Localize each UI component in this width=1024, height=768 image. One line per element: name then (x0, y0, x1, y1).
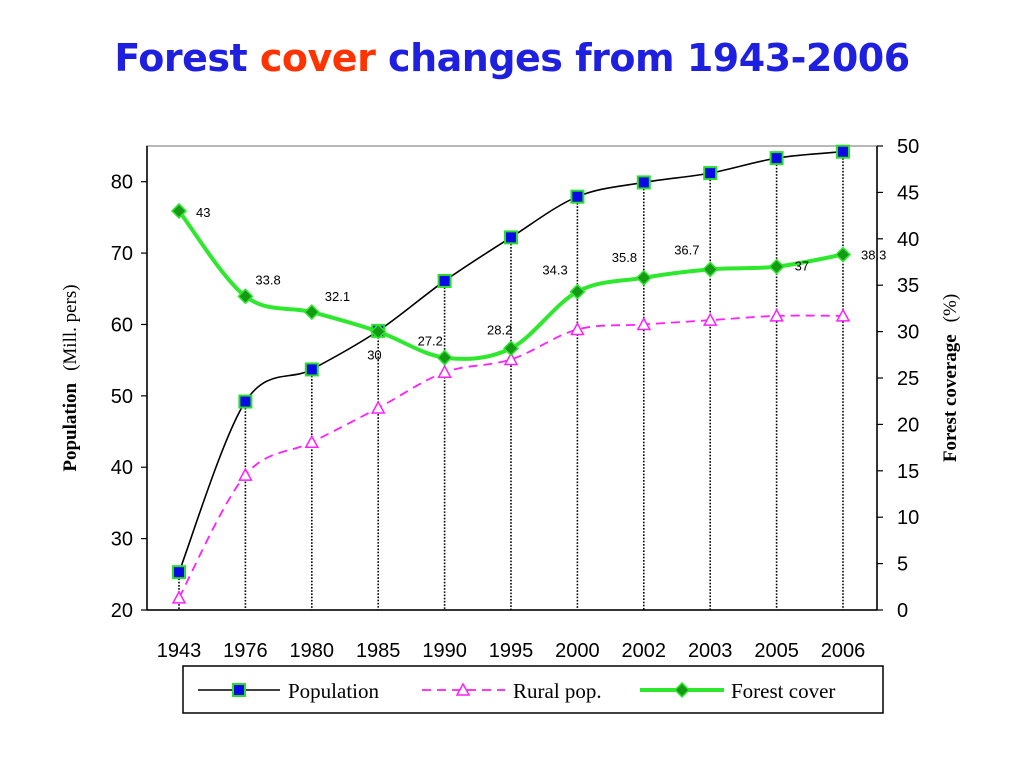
legend-box (182, 665, 884, 714)
population-marker (703, 166, 718, 181)
left-tick-label: 20 (111, 600, 133, 622)
population-marker (570, 189, 585, 204)
left-tick-label: 70 (111, 243, 133, 265)
series-layer (170, 144, 852, 604)
forest-cover-marker (436, 349, 453, 366)
forest-cover-marker (303, 304, 320, 321)
rural-pop-marker (304, 434, 320, 448)
population-marker (836, 144, 850, 159)
x-tick-label: 2006 (821, 640, 866, 662)
x-tick-label: 1976 (223, 640, 268, 662)
x-tick-label: 2000 (555, 640, 600, 662)
population-marker (238, 394, 253, 409)
plot-area (146, 145, 878, 611)
forest-cover-data-label: 34.3 (542, 263, 567, 278)
rural-pop-marker (570, 321, 585, 336)
legend-symbol-forest-marker (673, 681, 691, 699)
right-tick-label: 10 (897, 507, 919, 529)
right-tick-label: 15 (897, 461, 919, 483)
right-axis-title-main: Forest coverage (940, 334, 961, 462)
left-tick-label: 40 (111, 457, 133, 479)
right-tick-label: 50 (897, 136, 919, 158)
rural-pop-marker (769, 308, 784, 322)
forest-cover-marker (702, 261, 719, 278)
forest-cover-marker (237, 288, 254, 305)
title-part-1: Forest (114, 36, 260, 80)
forest-cover-data-label: 36.7 (674, 242, 699, 257)
axes: 20 30 40 50 60 70 80 0 5 10 15 20 25 30 35 40 45 50 1943 19… (111, 136, 920, 662)
rural-pop-line (178, 314, 844, 599)
forest-cover-marker (768, 258, 785, 275)
left-axis-title-unit: (Mill. pers) (60, 284, 81, 371)
legend-symbol-population-marker (232, 683, 246, 697)
left-tick-label: 30 (111, 529, 133, 551)
title-part-3: changes from 1943-2006 (375, 36, 910, 80)
population-marker (504, 230, 518, 245)
rural-pop-marker (370, 400, 386, 414)
left-tick-label: 60 (111, 314, 133, 336)
population-marker (437, 273, 452, 288)
x-tick-label: 1980 (290, 640, 335, 662)
legend-label-population: Population (288, 679, 380, 703)
left-axis-title-main: Population (60, 383, 81, 472)
x-tick-label: 1943 (157, 640, 202, 662)
forest-cover-data-label: 35.8 (612, 250, 637, 265)
forest-cover-data-label: 38.3 (861, 248, 886, 263)
x-tick-label: 1985 (356, 640, 401, 662)
population-marker (304, 362, 319, 377)
population-marker (769, 151, 784, 166)
right-tick-label: 35 (897, 275, 919, 297)
forest-cover-data-label: 32.1 (325, 289, 350, 304)
forest-cover-marker (370, 323, 387, 340)
legend-symbol-rural-marker (455, 682, 471, 696)
forest-cover-data-label: 33.8 (255, 272, 280, 287)
forest-cover-marker (834, 246, 852, 263)
drop-lines (178, 151, 844, 610)
rural-pop-marker (636, 316, 652, 331)
forest-cover-marker (635, 269, 652, 286)
rural-pop-marker (171, 590, 187, 604)
x-tick-label: 2002 (622, 640, 667, 662)
title-highlight: cover (259, 36, 376, 80)
legend-items (198, 681, 724, 699)
forest-cover-data-label: 37 (795, 259, 809, 274)
rural-pop-marker (835, 308, 851, 322)
right-axis-title: Forest coverage (%) (940, 294, 961, 462)
right-tick-label: 20 (897, 414, 919, 436)
data-labels: 43 33.8 32.1 30 27.2 28.2 34.3 35.8 36.7 37 38.3 (196, 205, 886, 363)
population-line (178, 150, 844, 573)
x-tick-label: 2003 (688, 640, 733, 662)
left-tick-label: 80 (111, 172, 133, 194)
forest-cover-data-label: 28.2 (487, 322, 512, 337)
left-axis-title: Population (Mill. pers) (60, 284, 81, 471)
right-tick-label: 25 (897, 368, 919, 390)
forest-cover-marker (502, 340, 520, 357)
forest-cover-data-label: 43 (196, 205, 210, 220)
legend: Population Rural pop. Forest cover (182, 665, 884, 714)
legend-label-rural: Rural pop. (513, 679, 602, 703)
x-tick-label: 1990 (422, 640, 467, 662)
rural-pop-marker (702, 312, 718, 326)
x-tick-label: 1995 (489, 640, 534, 662)
forest-cover-marker (170, 202, 188, 220)
forest-cover-data-label: 27.2 (418, 334, 443, 349)
right-tick-label: 30 (897, 322, 919, 344)
population-marker (636, 175, 651, 190)
right-tick-label: 0 (897, 600, 908, 622)
right-tick-label: 45 (897, 182, 919, 204)
forest-cover-data-label: 30 (367, 348, 381, 363)
rural-pop-marker (503, 351, 519, 366)
right-tick-label: 40 (897, 229, 919, 251)
rural-pop-marker (437, 364, 452, 379)
forest-cover-marker (569, 283, 586, 300)
population-marker (172, 565, 186, 580)
right-axis-title-unit: (%) (940, 294, 961, 322)
rural-pop-marker (238, 467, 253, 481)
legend-label-forest: Forest cover (731, 679, 835, 703)
slide-title: Forest cover changes from 1943-2006 (0, 36, 1024, 80)
x-tick-label: 2005 (754, 640, 799, 662)
right-tick-label: 5 (897, 554, 908, 576)
left-tick-label: 50 (111, 386, 133, 408)
